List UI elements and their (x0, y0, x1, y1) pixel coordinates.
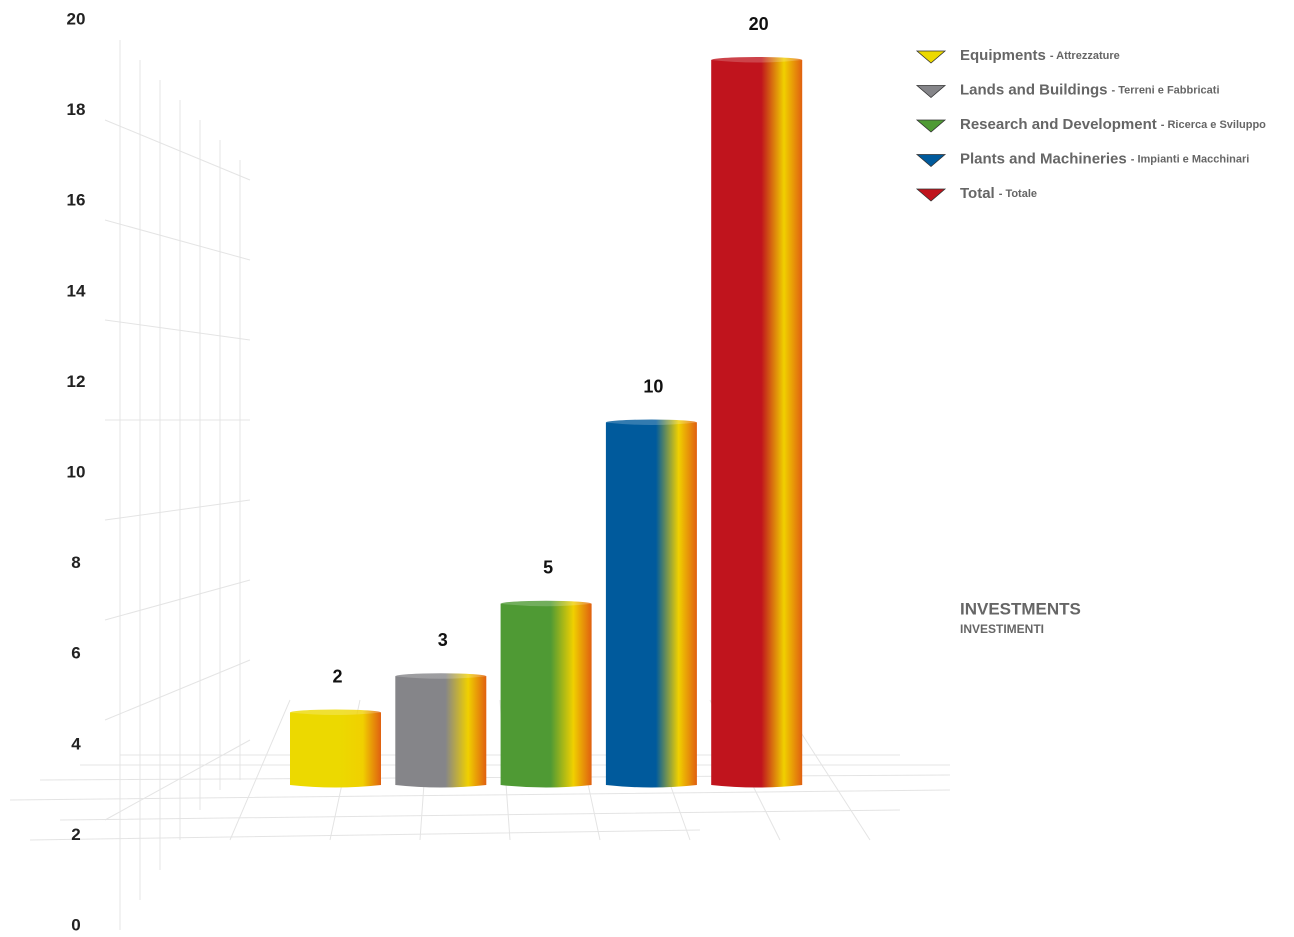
legend-label: Equipments - Attrezzature (960, 47, 1120, 64)
legend-name: Research and Development (960, 116, 1157, 133)
bar-top (605, 419, 697, 426)
legend: Equipments - Attrezzature Lands and Buildi… (915, 47, 1266, 202)
y-tick-label: 18 (67, 100, 86, 119)
legend-swatch (915, 119, 947, 133)
background-grid (9, 40, 951, 930)
bar-top (500, 600, 592, 607)
legend-swatch (915, 154, 947, 168)
chart-subtitle: INVESTIMENTI (960, 622, 1044, 636)
y-tick-label: 8 (71, 553, 80, 572)
value-label: 5 (543, 558, 553, 578)
y-tick-label: 6 (71, 644, 80, 663)
legend-label: Research and Development - Ricerca e Svil… (960, 116, 1266, 133)
legend-name: Equipments (960, 47, 1046, 64)
legend-swatch (915, 188, 947, 202)
legend-name: Plants and Machineries (960, 150, 1127, 167)
y-tick-label: 10 (67, 462, 86, 481)
y-tick-label: 14 (67, 281, 86, 300)
legend-sub: - Terreni e Fabbricati (1112, 84, 1220, 96)
value-label: 3 (438, 630, 448, 650)
legend-name: Total (960, 185, 995, 202)
legend-swatch (915, 50, 947, 64)
bar (711, 60, 803, 788)
legend-label: Total - Totale (960, 185, 1037, 202)
y-tick-label: 0 (71, 915, 80, 934)
bar (605, 422, 697, 788)
bar-top (290, 709, 381, 716)
legend-sub: - Impianti e Macchinari (1131, 153, 1250, 165)
value-label: 2 (332, 666, 342, 686)
bar-top (711, 57, 803, 63)
bar-top (395, 673, 487, 680)
value-label: 20 (749, 14, 769, 34)
y-tick-label: 16 (67, 191, 86, 210)
y-tick-label: 4 (71, 734, 81, 753)
bar (395, 676, 487, 788)
y-tick-label: 2 (71, 825, 80, 844)
chart-title: INVESTMENTS (960, 599, 1081, 618)
y-tick-label: 20 (67, 9, 86, 28)
legend-sub: - Totale (999, 188, 1037, 200)
legend-name: Lands and Buildings (960, 81, 1108, 98)
legend-swatch (915, 85, 947, 99)
bar (500, 603, 592, 788)
legend-sub: - Ricerca e Sviluppo (1161, 119, 1266, 131)
legend-label: Lands and Buildings - Terreni e Fabbricat… (960, 81, 1220, 98)
legend-label: Plants and Machineries - Impianti e Macch… (960, 150, 1249, 167)
y-tick-label: 12 (67, 372, 86, 391)
bar (290, 712, 381, 788)
legend-sub: - Attrezzature (1050, 50, 1120, 62)
value-label: 10 (643, 376, 663, 396)
